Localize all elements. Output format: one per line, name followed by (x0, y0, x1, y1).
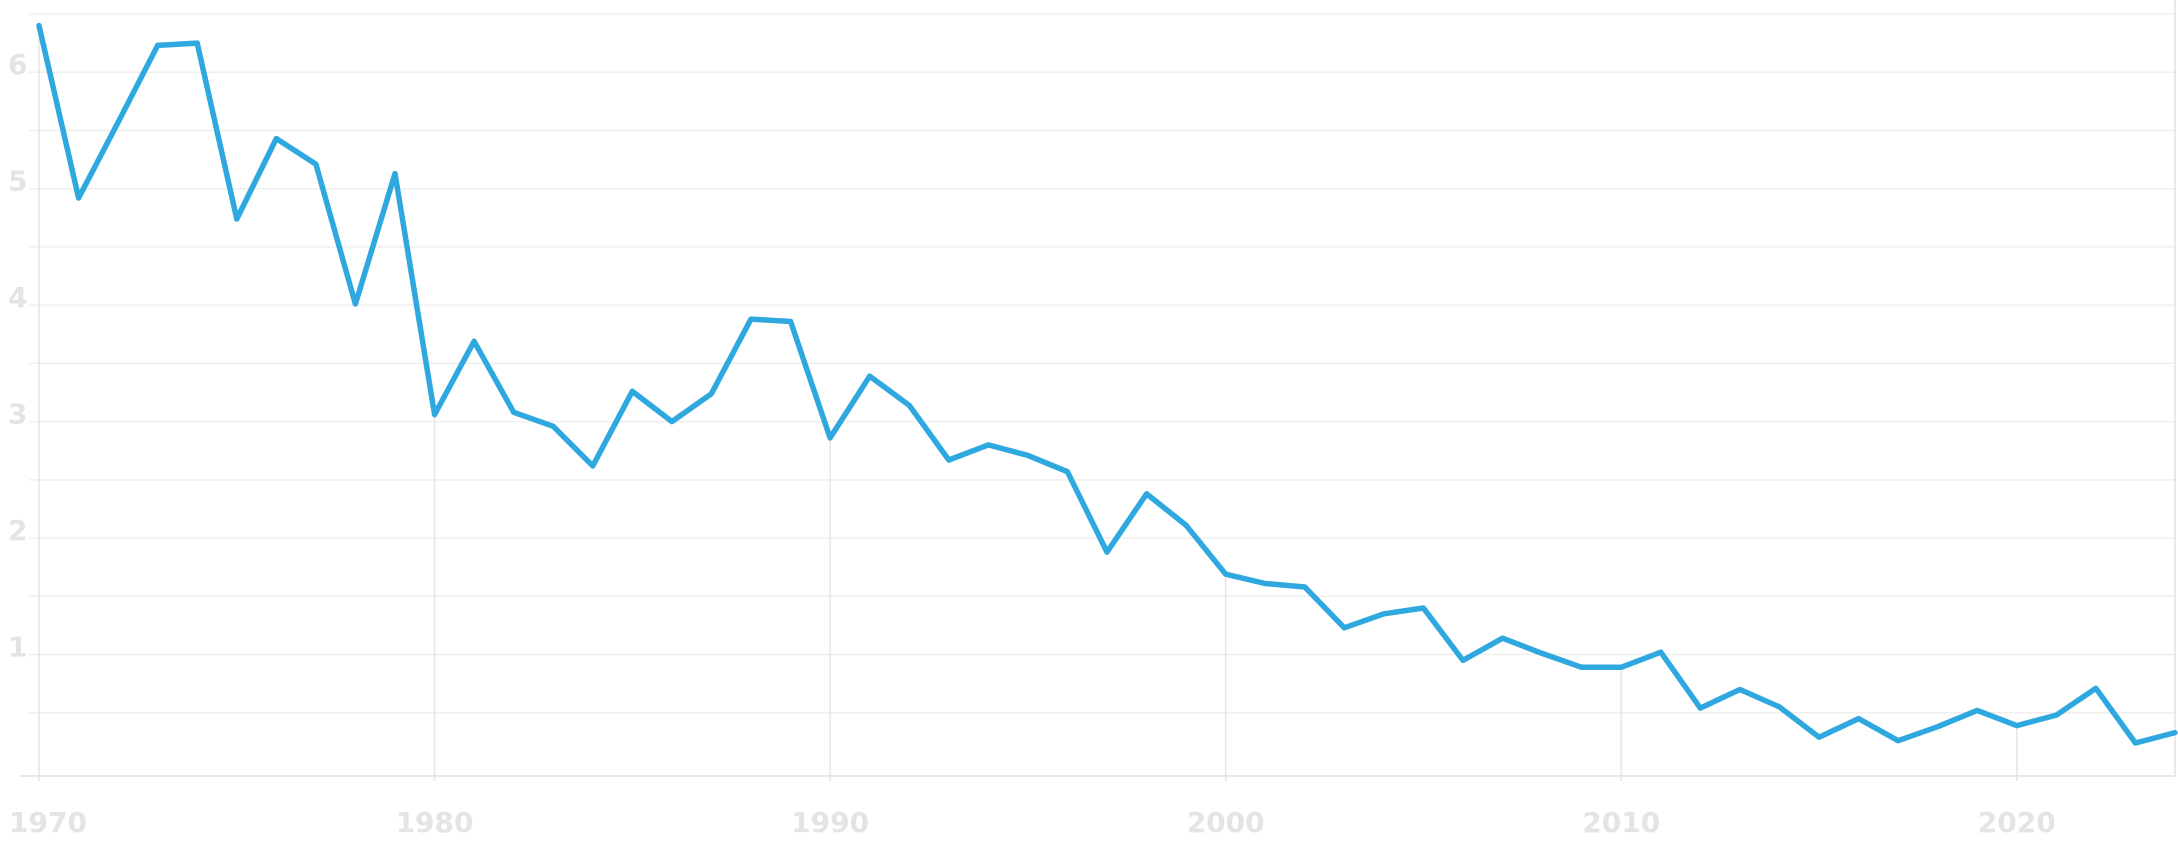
x-tick-label: 1990 (791, 806, 869, 839)
y-tick-label: 5 (8, 165, 27, 198)
x-tick-label: 2000 (1187, 806, 1265, 839)
y-tick-label: 4 (8, 281, 27, 314)
x-tick-label: 1980 (396, 806, 474, 839)
x-tick-label: 2010 (1582, 806, 1660, 839)
y-tick-label: 1 (8, 631, 27, 664)
y-tick-label: 2 (8, 514, 27, 547)
y-tick-label: 6 (8, 48, 27, 81)
y-tick-label: 3 (8, 398, 27, 431)
x-tick-label: 1970 (9, 806, 87, 839)
data-line (36, 22, 2178, 746)
x-tick-label: 2020 (1978, 806, 2056, 839)
